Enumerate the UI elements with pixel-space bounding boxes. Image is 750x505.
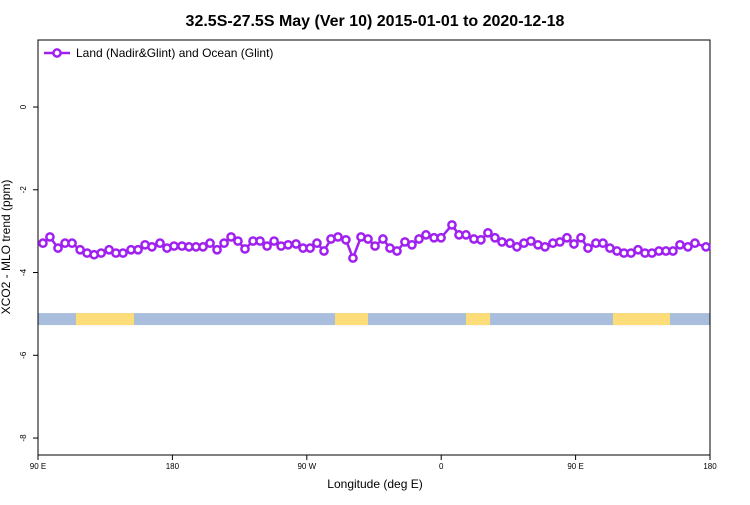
- data-point: [583, 243, 593, 253]
- data-point: [505, 238, 515, 249]
- data-point: [436, 232, 446, 243]
- data-point: [447, 220, 457, 230]
- y-tick-label: 0: [19, 104, 28, 109]
- data-point: [483, 227, 493, 238]
- data-point: [53, 243, 63, 253]
- data-point: [169, 241, 179, 251]
- data-point: [118, 248, 128, 258]
- data-point: [490, 232, 500, 243]
- data-point: [598, 238, 608, 249]
- data-point: [283, 239, 293, 250]
- data-point: [512, 242, 522, 252]
- land-segment: [465, 313, 491, 326]
- data-point: [555, 237, 565, 247]
- data-point: [690, 238, 700, 249]
- data-point: [370, 241, 380, 251]
- data-point: [269, 236, 279, 246]
- data-point: [341, 234, 351, 245]
- y-tick-label: -2: [19, 186, 28, 194]
- data-point: [392, 246, 402, 256]
- data-point: [562, 232, 572, 243]
- land-segment: [612, 313, 670, 326]
- land-segment: [75, 313, 135, 326]
- data-point: [701, 242, 711, 252]
- data-point: [576, 232, 586, 243]
- data-point: [38, 238, 48, 249]
- legend-label: Land (Nadir&Glint) and Ocean (Glint): [76, 46, 273, 60]
- data-point: [683, 242, 693, 252]
- data-point: [155, 238, 165, 249]
- data-point: [414, 234, 424, 244]
- x-tick-label: 0: [439, 462, 444, 471]
- data-point: [67, 238, 77, 249]
- data-point: [147, 242, 157, 252]
- data-point: [255, 236, 265, 246]
- land-segment: [335, 313, 369, 326]
- x-axis-label: Longitude (deg E): [327, 477, 422, 491]
- data-point: [378, 234, 388, 244]
- data-point: [233, 236, 243, 246]
- data-point: [540, 242, 550, 252]
- data-point: [333, 232, 343, 242]
- data-point: [497, 237, 507, 247]
- data-point: [476, 234, 486, 245]
- data-point: [219, 238, 229, 249]
- y-axis-label: XCO2 - MLO trend (ppm): [0, 180, 13, 315]
- data-point: [212, 244, 222, 255]
- data-point: [226, 232, 236, 242]
- data-point: [45, 232, 55, 242]
- legend-marker: [52, 48, 62, 58]
- data-point: [198, 242, 208, 252]
- data-point: [96, 248, 107, 258]
- x-tick-label: 180: [703, 462, 717, 471]
- x-tick-label: 90 E: [30, 462, 46, 471]
- data-point: [205, 238, 215, 249]
- data-point: [305, 243, 315, 253]
- data-point: [407, 239, 417, 250]
- data-point: [262, 241, 272, 251]
- data-point: [133, 244, 143, 255]
- ocean-strip: [38, 313, 710, 326]
- data-point: [526, 236, 536, 246]
- data-point: [421, 230, 431, 240]
- data-point: [348, 253, 358, 263]
- data-point: [240, 244, 250, 254]
- data-point: [312, 238, 322, 249]
- data-point: [675, 239, 685, 250]
- chart-title: 32.5S-27.5S May (Ver 10) 2015-01-01 to 2…: [186, 13, 565, 30]
- y-tick-label: -6: [19, 351, 28, 359]
- y-tick-label: -4: [19, 268, 28, 276]
- x-tick-label: 90 W: [297, 462, 316, 471]
- data-point: [461, 230, 471, 240]
- x-tick-label: 90 E: [567, 462, 583, 471]
- data-point: [363, 234, 373, 244]
- y-tick-label: -8: [19, 434, 28, 442]
- data-point: [319, 246, 329, 256]
- data-point: [569, 239, 579, 249]
- data-point: [668, 246, 678, 256]
- x-tick-label: 180: [166, 462, 180, 471]
- data-point: [291, 239, 301, 249]
